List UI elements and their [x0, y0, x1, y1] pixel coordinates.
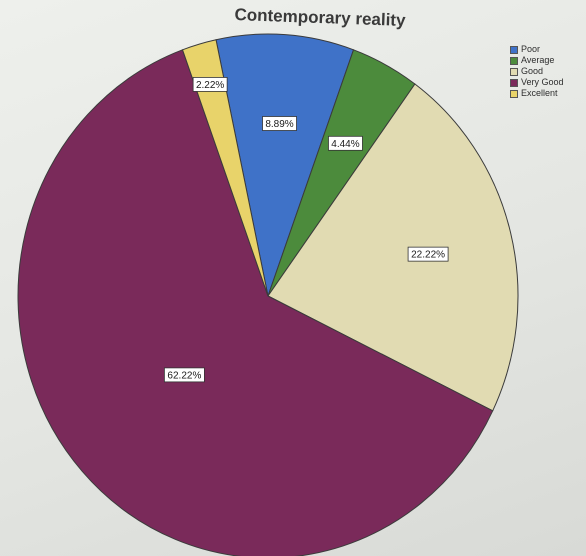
legend-item-poor: Poor: [510, 44, 564, 55]
slice-label-text: 8.89%: [265, 119, 293, 130]
slice-excellent: [181, 39, 269, 297]
legend-label: Good: [521, 66, 544, 76]
slice-label-text: 2.22%: [196, 80, 224, 91]
legend-label: Excellent: [521, 88, 558, 98]
legend-item-average: Average: [510, 55, 564, 66]
slice-label: 4.44%: [328, 135, 363, 151]
slice-label-text: 4.44%: [331, 139, 359, 150]
slice-label-text: 22.22%: [411, 250, 445, 261]
legend: Poor Average Good Very Good Excellent: [510, 44, 564, 99]
slice-label-box: [407, 246, 449, 262]
legend-label: Average: [521, 55, 555, 65]
legend-label: Very Good: [521, 77, 564, 87]
legend-item-excellent: Excellent: [510, 88, 564, 99]
legend-item-good: Good: [510, 66, 564, 77]
slice-poor: [215, 33, 355, 298]
slice-label-text: 62.22%: [167, 370, 201, 381]
slice-label-box: [262, 116, 297, 131]
slice-very-good: [17, 49, 494, 556]
slice-label: 2.22%: [192, 77, 228, 92]
slice-label: 22.22%: [407, 246, 449, 262]
slice-label: 62.22%: [163, 367, 205, 383]
legend-swatch: [510, 89, 518, 98]
slice-good: [267, 83, 519, 412]
legend-swatch: [510, 45, 518, 54]
legend-swatch: [510, 67, 518, 76]
slice-label-box: [192, 77, 228, 92]
legend-label: Poor: [521, 44, 541, 54]
legend-item-very-good: Very Good: [510, 77, 564, 88]
slice-label-box: [163, 367, 205, 383]
slice-label: 8.89%: [262, 116, 297, 131]
slice-label-box: [328, 135, 363, 151]
legend-swatch: [510, 78, 518, 87]
legend-swatch: [510, 56, 518, 65]
